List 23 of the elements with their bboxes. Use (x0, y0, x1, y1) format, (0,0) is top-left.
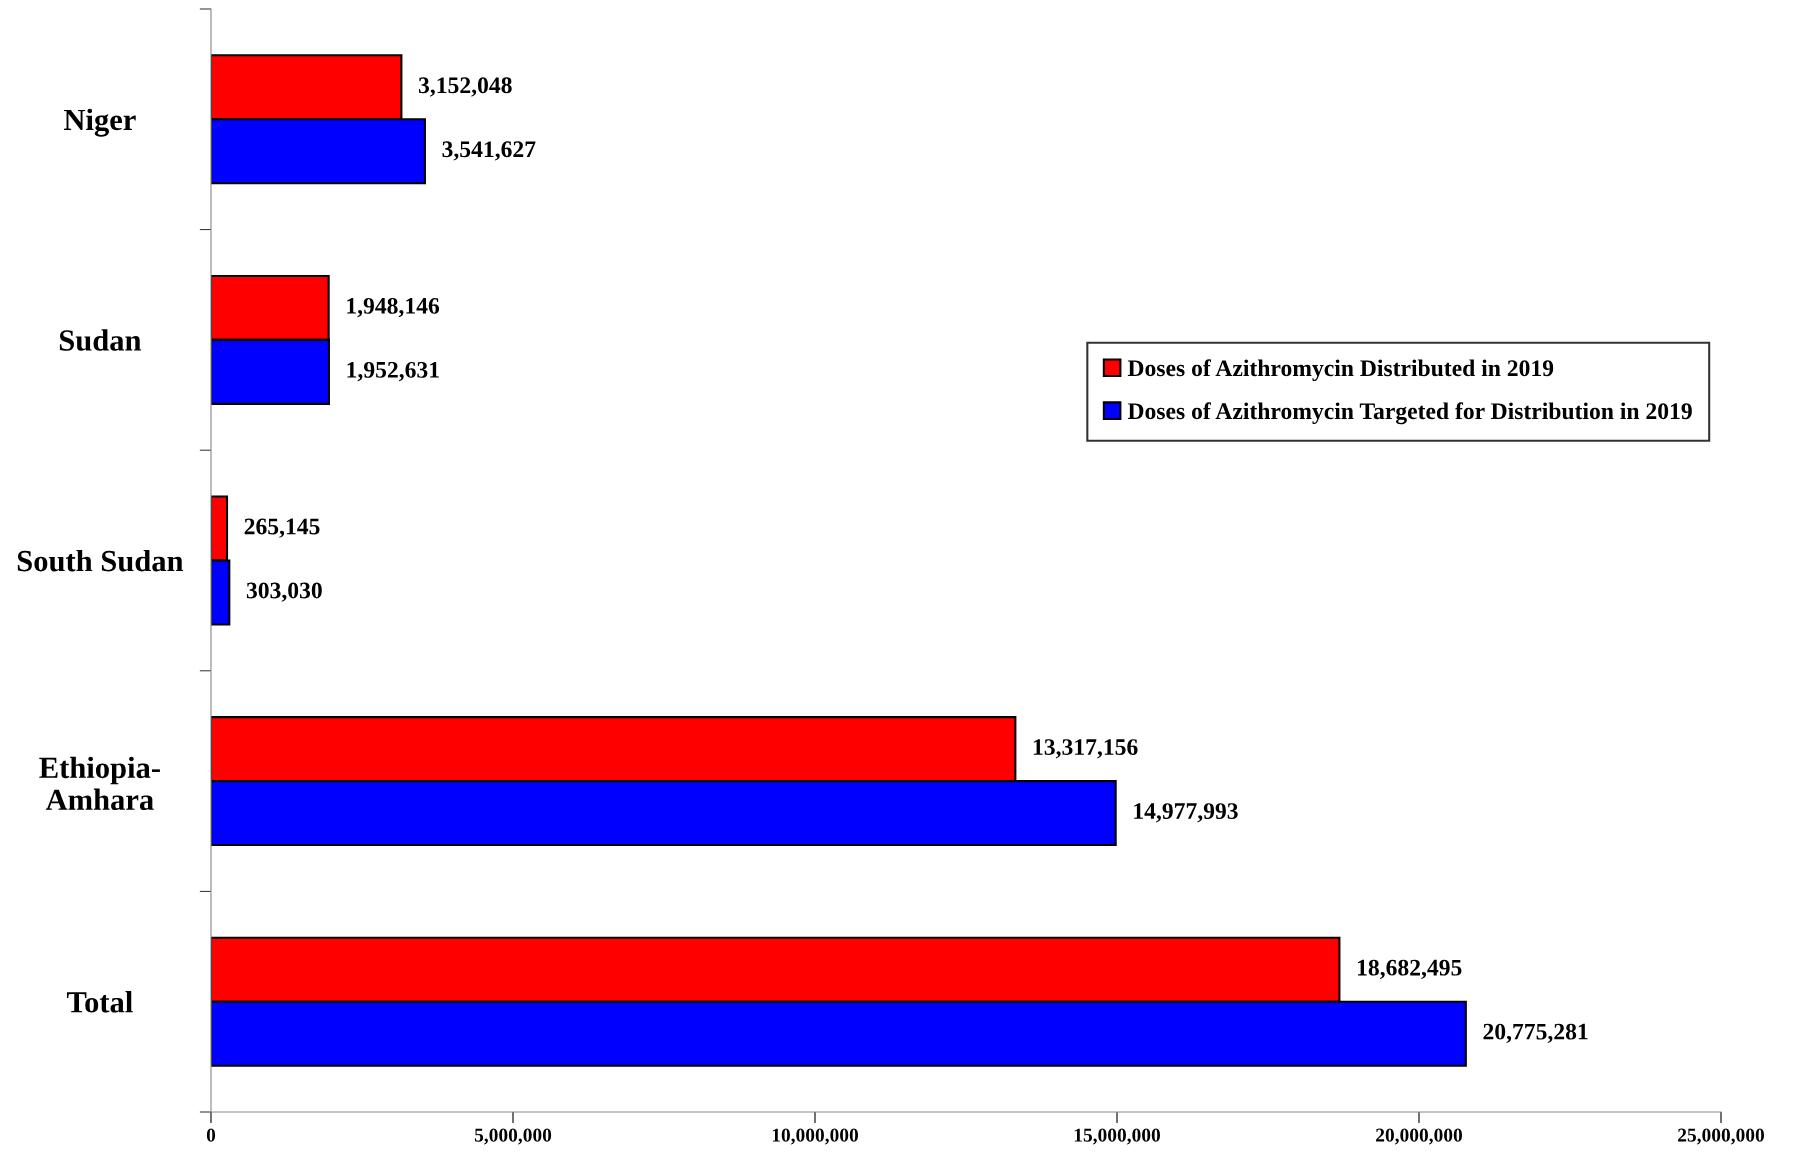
y-tick-label: Total (66, 991, 133, 1013)
data-label: 14,977,993 (1134, 803, 1238, 823)
data-label: 1,952,631 (347, 361, 439, 382)
data-label: 3,541,627 (442, 141, 536, 161)
data-label: 13,317,156 (1033, 739, 1138, 759)
x-tick-label: 20,000,000 (1376, 1128, 1463, 1145)
x-tick-label: 10,000,000 (772, 1128, 859, 1145)
y-tick-label: Sudan (59, 329, 142, 351)
data-label: 303,030 (246, 582, 322, 602)
x-tick-label: 0 (206, 1128, 216, 1142)
legend-label: Doses of Azithromycin Distributed in 2019 (1127, 359, 1554, 382)
data-label: 18,682,495 (1357, 959, 1462, 980)
data-label: 20,775,281 (1483, 1023, 1588, 1044)
x-tick-label: 25,000,000 (1678, 1128, 1765, 1145)
legend-label: Doses of Azithromycin Targeted for Distribution in 2019 (1127, 402, 1692, 425)
y-tick-label: Niger (63, 108, 136, 137)
y-tick-label: South Sudan (17, 549, 184, 572)
data-label: 265,145 (244, 518, 320, 538)
data-label: 3,152,048 (418, 77, 512, 97)
data-label: 1,948,146 (347, 297, 440, 318)
x-tick-label: 5,000,000 (474, 1128, 552, 1145)
y-tick-label: Ethiopia- Amhara (39, 756, 160, 811)
x-tick-label: 15,000,000 (1074, 1128, 1161, 1145)
